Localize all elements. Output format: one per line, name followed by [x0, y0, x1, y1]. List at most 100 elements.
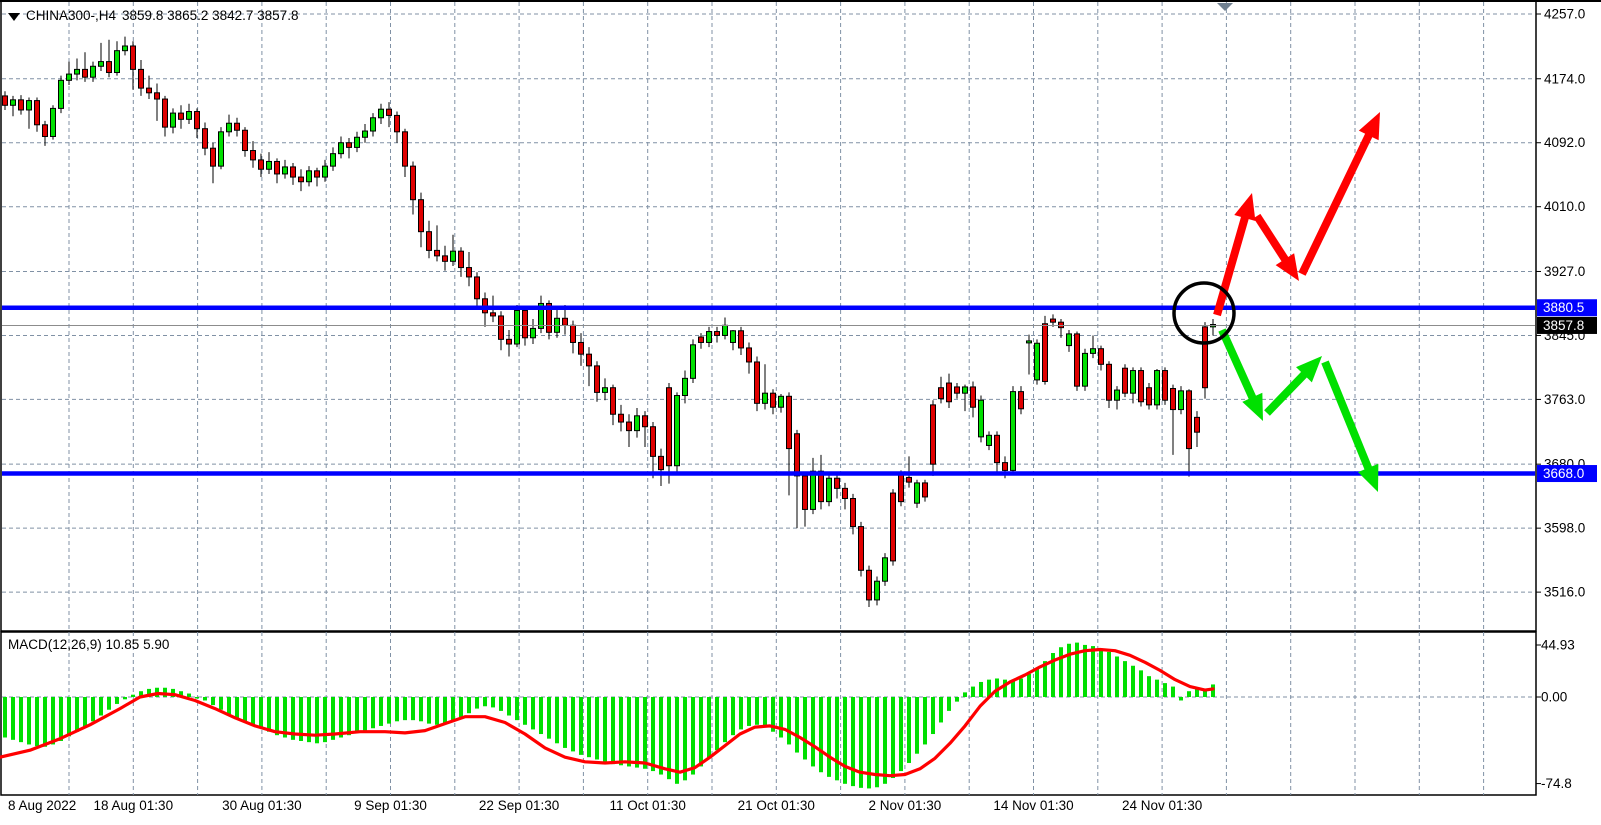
bearish-forecast-arrow-head[interactable] [1357, 463, 1379, 492]
macd-axis-label: 44.93 [1541, 637, 1575, 652]
bull-candle [450, 250, 456, 262]
scroll-to-end-marker-icon[interactable] [1217, 3, 1233, 11]
bear-candle [210, 147, 216, 167]
bear-candle [458, 250, 464, 269]
macd-histogram-bar [875, 697, 879, 788]
symbol-dropdown-icon[interactable] [8, 12, 20, 21]
macd-histogram-bar [75, 697, 79, 732]
bearish-forecast-arrow-head[interactable] [1296, 356, 1322, 383]
macd-histogram-bar [819, 697, 823, 773]
macd-histogram-bar [651, 697, 655, 772]
macd-histogram-bar [1067, 643, 1071, 697]
time-axis-label[interactable]: 9 Sep 01:30 [354, 798, 427, 813]
time-axis-label[interactable]: 21 Oct 01:30 [738, 798, 815, 813]
bull-candle [98, 61, 104, 67]
time-axis-label[interactable]: 18 Aug 01:30 [94, 798, 174, 813]
bear-candle [442, 255, 448, 262]
macd-histogram-bar [131, 694, 135, 697]
time-axis-label[interactable]: 2 Nov 01:30 [868, 798, 941, 813]
time-axis-label[interactable]: 8 Aug 2022 [8, 798, 76, 813]
bull-candle [1026, 340, 1032, 344]
bull-candle [74, 68, 80, 75]
macd-histogram-bar [227, 697, 231, 715]
macd-histogram-bar [1115, 656, 1119, 697]
macd-histogram-bar [739, 697, 743, 730]
macd-histogram-bar [915, 697, 919, 754]
macd-histogram-bar [571, 697, 575, 752]
bear-candle [1098, 348, 1104, 365]
macd-histogram-bar [1203, 690, 1207, 697]
bullish-forecast-arrow-shaft[interactable] [1253, 213, 1292, 267]
macd-histogram-bar [851, 697, 855, 787]
macd-histogram-bar [715, 697, 719, 751]
bearish-forecast-arrow-shaft[interactable] [1218, 328, 1259, 405]
bullish-forecast-arrow-head[interactable] [1358, 112, 1380, 141]
macd-histogram-bar [627, 697, 631, 767]
bearish-forecast-arrow-head[interactable] [1242, 392, 1263, 421]
bear-candle [274, 160, 280, 175]
macd-histogram-bar [1171, 686, 1175, 697]
macd-histogram-bar [987, 679, 991, 697]
macd-histogram-bar [1035, 668, 1039, 697]
bullish-forecast-arrow-shaft[interactable] [1213, 211, 1251, 317]
time-axis-label[interactable]: 14 Nov 01:30 [993, 798, 1073, 813]
bear-candle [1162, 370, 1168, 401]
macd-histogram-bar [1091, 646, 1095, 697]
main-chart-panel[interactable] [0, 0, 1537, 632]
bullish-forecast-arrow-head[interactable] [1234, 193, 1256, 222]
macd-histogram-bar [243, 697, 247, 722]
bull-candle [306, 170, 312, 183]
macd-histogram-bar [115, 697, 119, 704]
time-axis-label[interactable]: 11 Oct 01:30 [610, 798, 686, 813]
bear-candle [1194, 416, 1200, 433]
macd-panel[interactable] [0, 631, 1537, 796]
macd-histogram-bar [579, 697, 583, 755]
macd-histogram-bar [779, 697, 783, 738]
bear-candle [994, 434, 1000, 464]
bear-candle [930, 404, 936, 465]
bull-candle [730, 330, 736, 343]
bearish-forecast-arrow-shaft[interactable] [1264, 367, 1311, 416]
macd-histogram-bar [867, 697, 871, 789]
bear-candle [178, 112, 184, 120]
macd-histogram-bar [331, 697, 335, 740]
bear-candle [490, 312, 496, 317]
bearish-forecast-arrow-shaft[interactable] [1321, 360, 1375, 475]
macd-histogram-bar [659, 697, 663, 775]
bull-candle [826, 477, 832, 503]
price-axis-label: 4092.0 [1544, 135, 1585, 150]
macd-histogram-bar [835, 697, 839, 781]
macd-histogram-bar [91, 697, 95, 722]
bull-candle [226, 122, 232, 133]
macd-histogram-bar [1163, 683, 1167, 697]
breakout-circle-annotation[interactable] [1172, 281, 1236, 345]
bull-candle [810, 470, 816, 510]
bear-candle [626, 421, 632, 432]
bear-candle [1146, 387, 1152, 406]
bullish-forecast-arrow-shaft[interactable] [1298, 128, 1375, 276]
bear-candle [434, 249, 440, 257]
macd-histogram-bar [1043, 661, 1047, 697]
bear-candle [162, 98, 168, 128]
bull-candle [874, 580, 880, 601]
macd-histogram-bar [443, 697, 447, 724]
macd-histogram-bar [795, 697, 799, 753]
macd-histogram-bar [323, 697, 327, 743]
time-axis-label[interactable]: 22 Sep 01:30 [479, 798, 559, 813]
macd-histogram-bar [403, 697, 407, 721]
macd-histogram-bar [955, 697, 959, 702]
price-badge-label: 3857.8 [1543, 318, 1584, 333]
macd-axis-label: 0.00 [1541, 690, 1567, 705]
macd-histogram-bar [483, 697, 487, 707]
bear-candle [1122, 367, 1128, 394]
bear-candle [946, 382, 952, 403]
macd-histogram-bar [859, 697, 863, 788]
time-axis-label[interactable]: 30 Aug 01:30 [222, 798, 302, 813]
bear-candle [866, 569, 872, 601]
bear-candle [938, 387, 944, 400]
bullish-forecast-arrow-head[interactable] [1275, 253, 1299, 281]
macd-histogram-bar [1131, 665, 1135, 697]
time-axis-label[interactable]: 24 Nov 01:30 [1122, 798, 1202, 813]
bear-candle [2, 95, 8, 106]
